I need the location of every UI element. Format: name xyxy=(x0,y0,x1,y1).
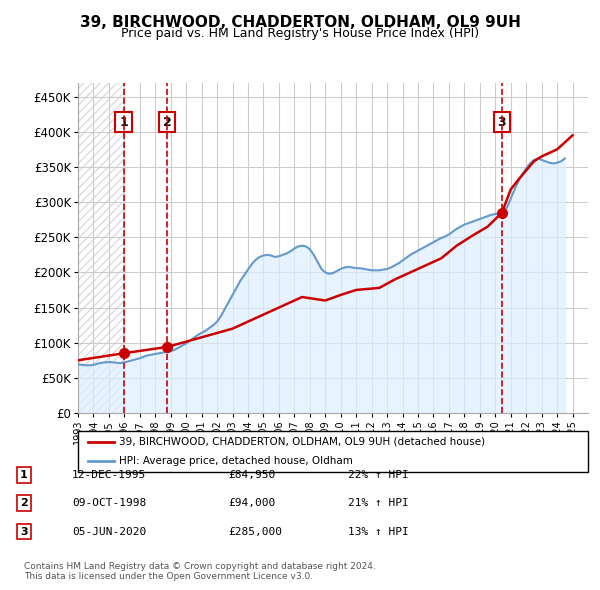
Text: 1: 1 xyxy=(119,116,128,129)
Text: £84,950: £84,950 xyxy=(228,470,275,480)
Text: £285,000: £285,000 xyxy=(228,527,282,536)
Text: 39, BIRCHWOOD, CHADDERTON, OLDHAM, OL9 9UH (detached house): 39, BIRCHWOOD, CHADDERTON, OLDHAM, OL9 9… xyxy=(119,437,485,447)
Text: HPI: Average price, detached house, Oldham: HPI: Average price, detached house, Oldh… xyxy=(119,456,353,466)
Text: 1: 1 xyxy=(20,470,28,480)
Text: Contains HM Land Registry data © Crown copyright and database right 2024.
This d: Contains HM Land Registry data © Crown c… xyxy=(24,562,376,581)
Text: 2: 2 xyxy=(163,116,172,129)
Text: 21% ↑ HPI: 21% ↑ HPI xyxy=(348,499,409,508)
Text: 3: 3 xyxy=(497,116,506,129)
Text: 3: 3 xyxy=(20,527,28,536)
Text: 09-OCT-1998: 09-OCT-1998 xyxy=(72,499,146,508)
Text: 39, BIRCHWOOD, CHADDERTON, OLDHAM, OL9 9UH: 39, BIRCHWOOD, CHADDERTON, OLDHAM, OL9 9… xyxy=(80,15,520,30)
Text: 05-JUN-2020: 05-JUN-2020 xyxy=(72,527,146,536)
Text: 12-DEC-1995: 12-DEC-1995 xyxy=(72,470,146,480)
Text: 2: 2 xyxy=(20,499,28,508)
FancyBboxPatch shape xyxy=(78,431,588,472)
Text: 22% ↑ HPI: 22% ↑ HPI xyxy=(348,470,409,480)
Text: Price paid vs. HM Land Registry's House Price Index (HPI): Price paid vs. HM Land Registry's House … xyxy=(121,27,479,40)
Text: 13% ↑ HPI: 13% ↑ HPI xyxy=(348,527,409,536)
Text: £94,000: £94,000 xyxy=(228,499,275,508)
